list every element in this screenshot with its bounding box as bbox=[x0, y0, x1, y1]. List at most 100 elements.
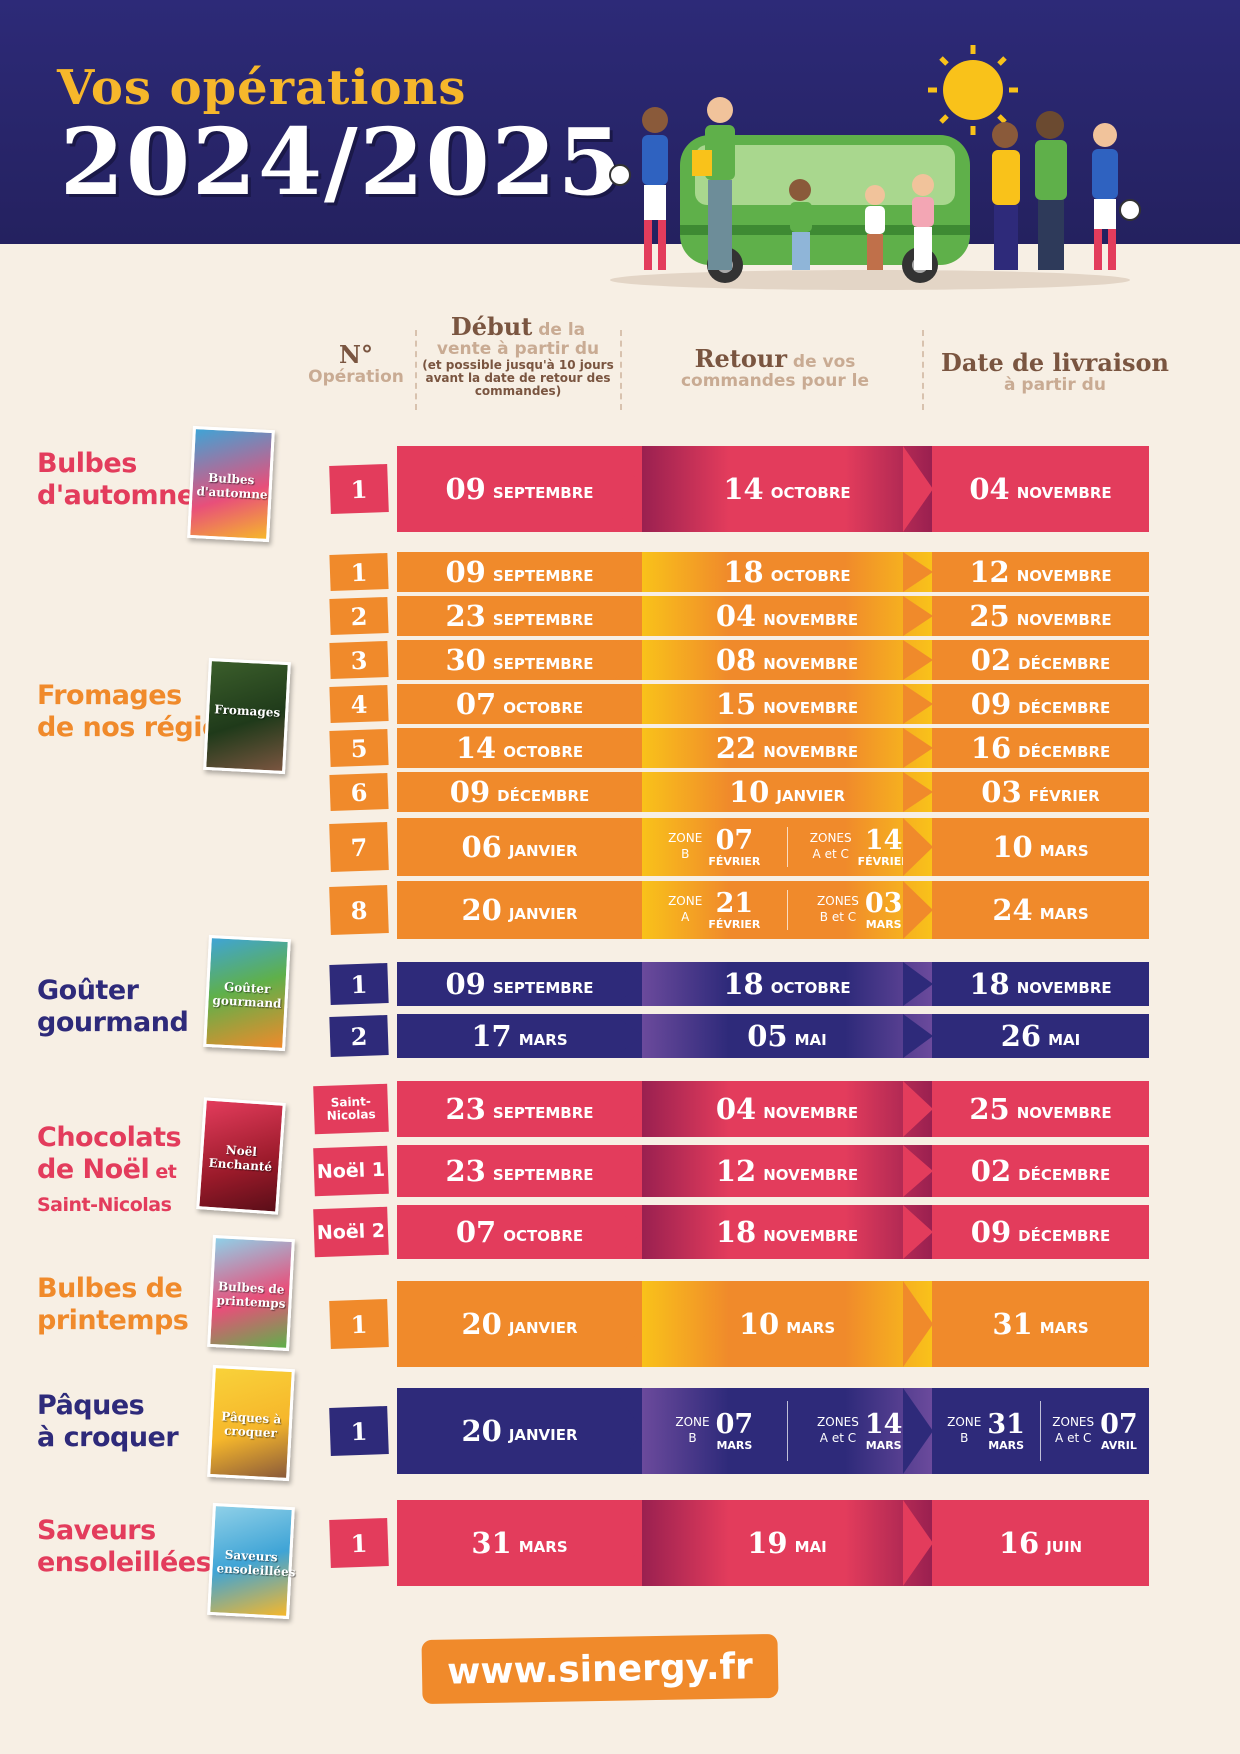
operation-row: 23 SEPTEMBRE 12 NOVEMBRE 02 DÉCEMBRE bbox=[397, 1145, 1149, 1197]
catalog-cover-paques: Pâques à croquer bbox=[207, 1364, 295, 1482]
arrow-chevron-icon bbox=[613, 1014, 643, 1058]
date-month: NOVEMBRE bbox=[1016, 567, 1112, 585]
operation-number-badge: 4 bbox=[329, 684, 389, 724]
zone-date: ZONES A et C 07 AVRIL bbox=[1040, 1400, 1149, 1462]
zone-label: ZONES A et C bbox=[1052, 1415, 1095, 1445]
order-return-date: 05 MAI bbox=[642, 1014, 933, 1058]
date-day: 18 bbox=[715, 1215, 757, 1249]
people-illustration bbox=[609, 97, 1141, 270]
order-return-date: 19 MAI bbox=[642, 1500, 933, 1586]
sale-start-date: 07 OCTOBRE bbox=[397, 1205, 643, 1259]
zone-date: ZONE B 07 FÉVRIER bbox=[642, 827, 787, 867]
zone-date: ZONE A 21 FÉVRIER bbox=[642, 890, 787, 930]
sale-start-date: 23 SEPTEMBRE bbox=[397, 1145, 643, 1197]
product-bulbes-printemps: Bulbes de printemps bbox=[37, 1273, 189, 1337]
date-month: MARS bbox=[865, 918, 902, 931]
operation-row: 31 MARS 19 MAI 16 JUIN bbox=[397, 1500, 1149, 1586]
zone-label: ZONE B bbox=[668, 831, 703, 861]
date-month: JANVIER bbox=[508, 1319, 578, 1337]
arrow-chevron-icon bbox=[903, 772, 933, 812]
sale-start-date: 14 OCTOBRE bbox=[397, 728, 643, 768]
date-day: 05 bbox=[747, 1019, 788, 1053]
date-month: MARS bbox=[786, 1319, 836, 1337]
header-divider bbox=[620, 330, 622, 410]
sale-start-date: 20 JANVIER bbox=[397, 1281, 643, 1367]
order-return-date: 18 OCTOBRE bbox=[642, 552, 933, 592]
arrow-chevron-icon bbox=[903, 1205, 933, 1259]
arrow-chevron-icon bbox=[903, 640, 933, 680]
website-link[interactable]: www.sinergy.fr bbox=[421, 1633, 779, 1705]
date-month: DÉCEMBRE bbox=[497, 787, 590, 805]
arrow-chevron-icon bbox=[613, 1388, 643, 1474]
date-day: 12 bbox=[715, 1154, 757, 1188]
date-day: 07 bbox=[455, 687, 497, 721]
operation-row: 20 JANVIER ZONE B 07 MARS ZONES A et C 14 MARS ZON… bbox=[397, 1388, 1149, 1474]
delivery-date: 16 DÉCEMBRE bbox=[932, 728, 1149, 768]
date-day: 25 bbox=[969, 1092, 1010, 1126]
operation-row: 30 SEPTEMBRE 08 NOVEMBRE 02 DÉCEMBRE bbox=[397, 640, 1149, 680]
date-month: MARS bbox=[988, 1439, 1025, 1452]
date-month: JUIN bbox=[1046, 1538, 1083, 1556]
operation-number-badge: 6 bbox=[329, 772, 389, 812]
arrow-chevron-icon bbox=[903, 1281, 933, 1367]
product-chocolats-noel: Chocolats de Noël et Saint-Nicolas bbox=[37, 1122, 182, 1216]
date-day: 02 bbox=[970, 643, 1012, 677]
operation-row: 07 OCTOBRE 15 NOVEMBRE 09 DÉCEMBRE bbox=[397, 684, 1149, 724]
date-day: 07 bbox=[715, 1409, 754, 1440]
operation-number-badge: 7 bbox=[329, 822, 389, 872]
operation-row: 20 JANVIER 10 MARS 31 MARS bbox=[397, 1281, 1149, 1367]
delivery-date: 09 DÉCEMBRE bbox=[932, 1205, 1149, 1259]
arrow-chevron-icon bbox=[903, 446, 933, 532]
order-return-date: 04 NOVEMBRE bbox=[642, 596, 933, 636]
date-day: 07 bbox=[1100, 1409, 1138, 1440]
order-return-date: ZONE A 21 FÉVRIER ZONES B et C 03 MARS bbox=[642, 881, 933, 939]
catalog-cover-bulbes-automne: Bulbes d'automne bbox=[187, 425, 275, 543]
date-day: 10 bbox=[738, 1307, 780, 1341]
date-day: 04 bbox=[715, 1092, 757, 1126]
operation-number-badge: 1 bbox=[329, 552, 389, 592]
operation-number-badge: Noël 1 bbox=[313, 1145, 389, 1197]
arrow-chevron-icon bbox=[613, 1145, 643, 1197]
order-return-date: 04 NOVEMBRE bbox=[642, 1081, 933, 1137]
operation-number-badge: 3 bbox=[329, 640, 389, 680]
date-day: 03 bbox=[981, 775, 1022, 809]
delivery-date: 02 DÉCEMBRE bbox=[932, 1145, 1149, 1197]
order-return-date: ZONE B 07 MARS ZONES A et C 14 MARS bbox=[642, 1388, 933, 1474]
delivery-date: 25 NOVEMBRE bbox=[932, 1081, 1149, 1137]
sale-start-date: 06 JANVIER bbox=[397, 818, 643, 876]
date-month: SEPTEMBRE bbox=[492, 1104, 594, 1122]
order-return-date: 12 NOVEMBRE bbox=[642, 1145, 933, 1197]
date-month: JANVIER bbox=[508, 905, 578, 923]
delivery-date: ZONE B 31 MARS ZONES A et C 07 AVRIL bbox=[932, 1388, 1149, 1474]
delivery-date: 03 FÉVRIER bbox=[932, 772, 1149, 812]
sale-start-date: 09 SEPTEMBRE bbox=[397, 446, 643, 532]
operation-number-badge: 1 bbox=[329, 464, 389, 514]
date-month: DÉCEMBRE bbox=[1018, 655, 1111, 673]
date-day: 02 bbox=[970, 1154, 1012, 1188]
date-day: 07 bbox=[455, 1215, 497, 1249]
date-day: 10 bbox=[728, 775, 770, 809]
order-return-date: 14 OCTOBRE bbox=[642, 446, 933, 532]
operation-row: 09 SEPTEMBRE 18 OCTOBRE 12 NOVEMBRE bbox=[397, 552, 1149, 592]
date-day: 22 bbox=[715, 731, 757, 765]
delivery-date: 31 MARS bbox=[932, 1281, 1149, 1367]
delivery-date: 02 DÉCEMBRE bbox=[932, 640, 1149, 680]
date-day: 23 bbox=[445, 1092, 486, 1126]
date-day: 30 bbox=[445, 643, 486, 677]
operation-number-badge: 2 bbox=[329, 1015, 389, 1057]
header-banner bbox=[0, 0, 1240, 244]
date-month: SEPTEMBRE bbox=[492, 611, 594, 629]
operation-number-badge: 2 bbox=[329, 596, 389, 636]
page-title-year: 2024/2025 bbox=[60, 108, 624, 216]
sale-start-date: 20 JANVIER bbox=[397, 1388, 643, 1474]
date-day: 09 bbox=[970, 1215, 1012, 1249]
date-day: 20 bbox=[461, 1307, 502, 1341]
operation-row: 07 OCTOBRE 18 NOVEMBRE 09 DÉCEMBRE bbox=[397, 1205, 1149, 1259]
sale-start-date: 17 MARS bbox=[397, 1014, 643, 1058]
delivery-date: 26 MAI bbox=[932, 1014, 1149, 1058]
delivery-date: 24 MARS bbox=[932, 881, 1149, 939]
zone-label: ZONES A et C bbox=[817, 1415, 859, 1445]
arrow-chevron-icon bbox=[613, 818, 643, 876]
zone-date: ZONE B 31 MARS bbox=[932, 1411, 1040, 1451]
date-month: FÉVRIER bbox=[857, 855, 910, 868]
